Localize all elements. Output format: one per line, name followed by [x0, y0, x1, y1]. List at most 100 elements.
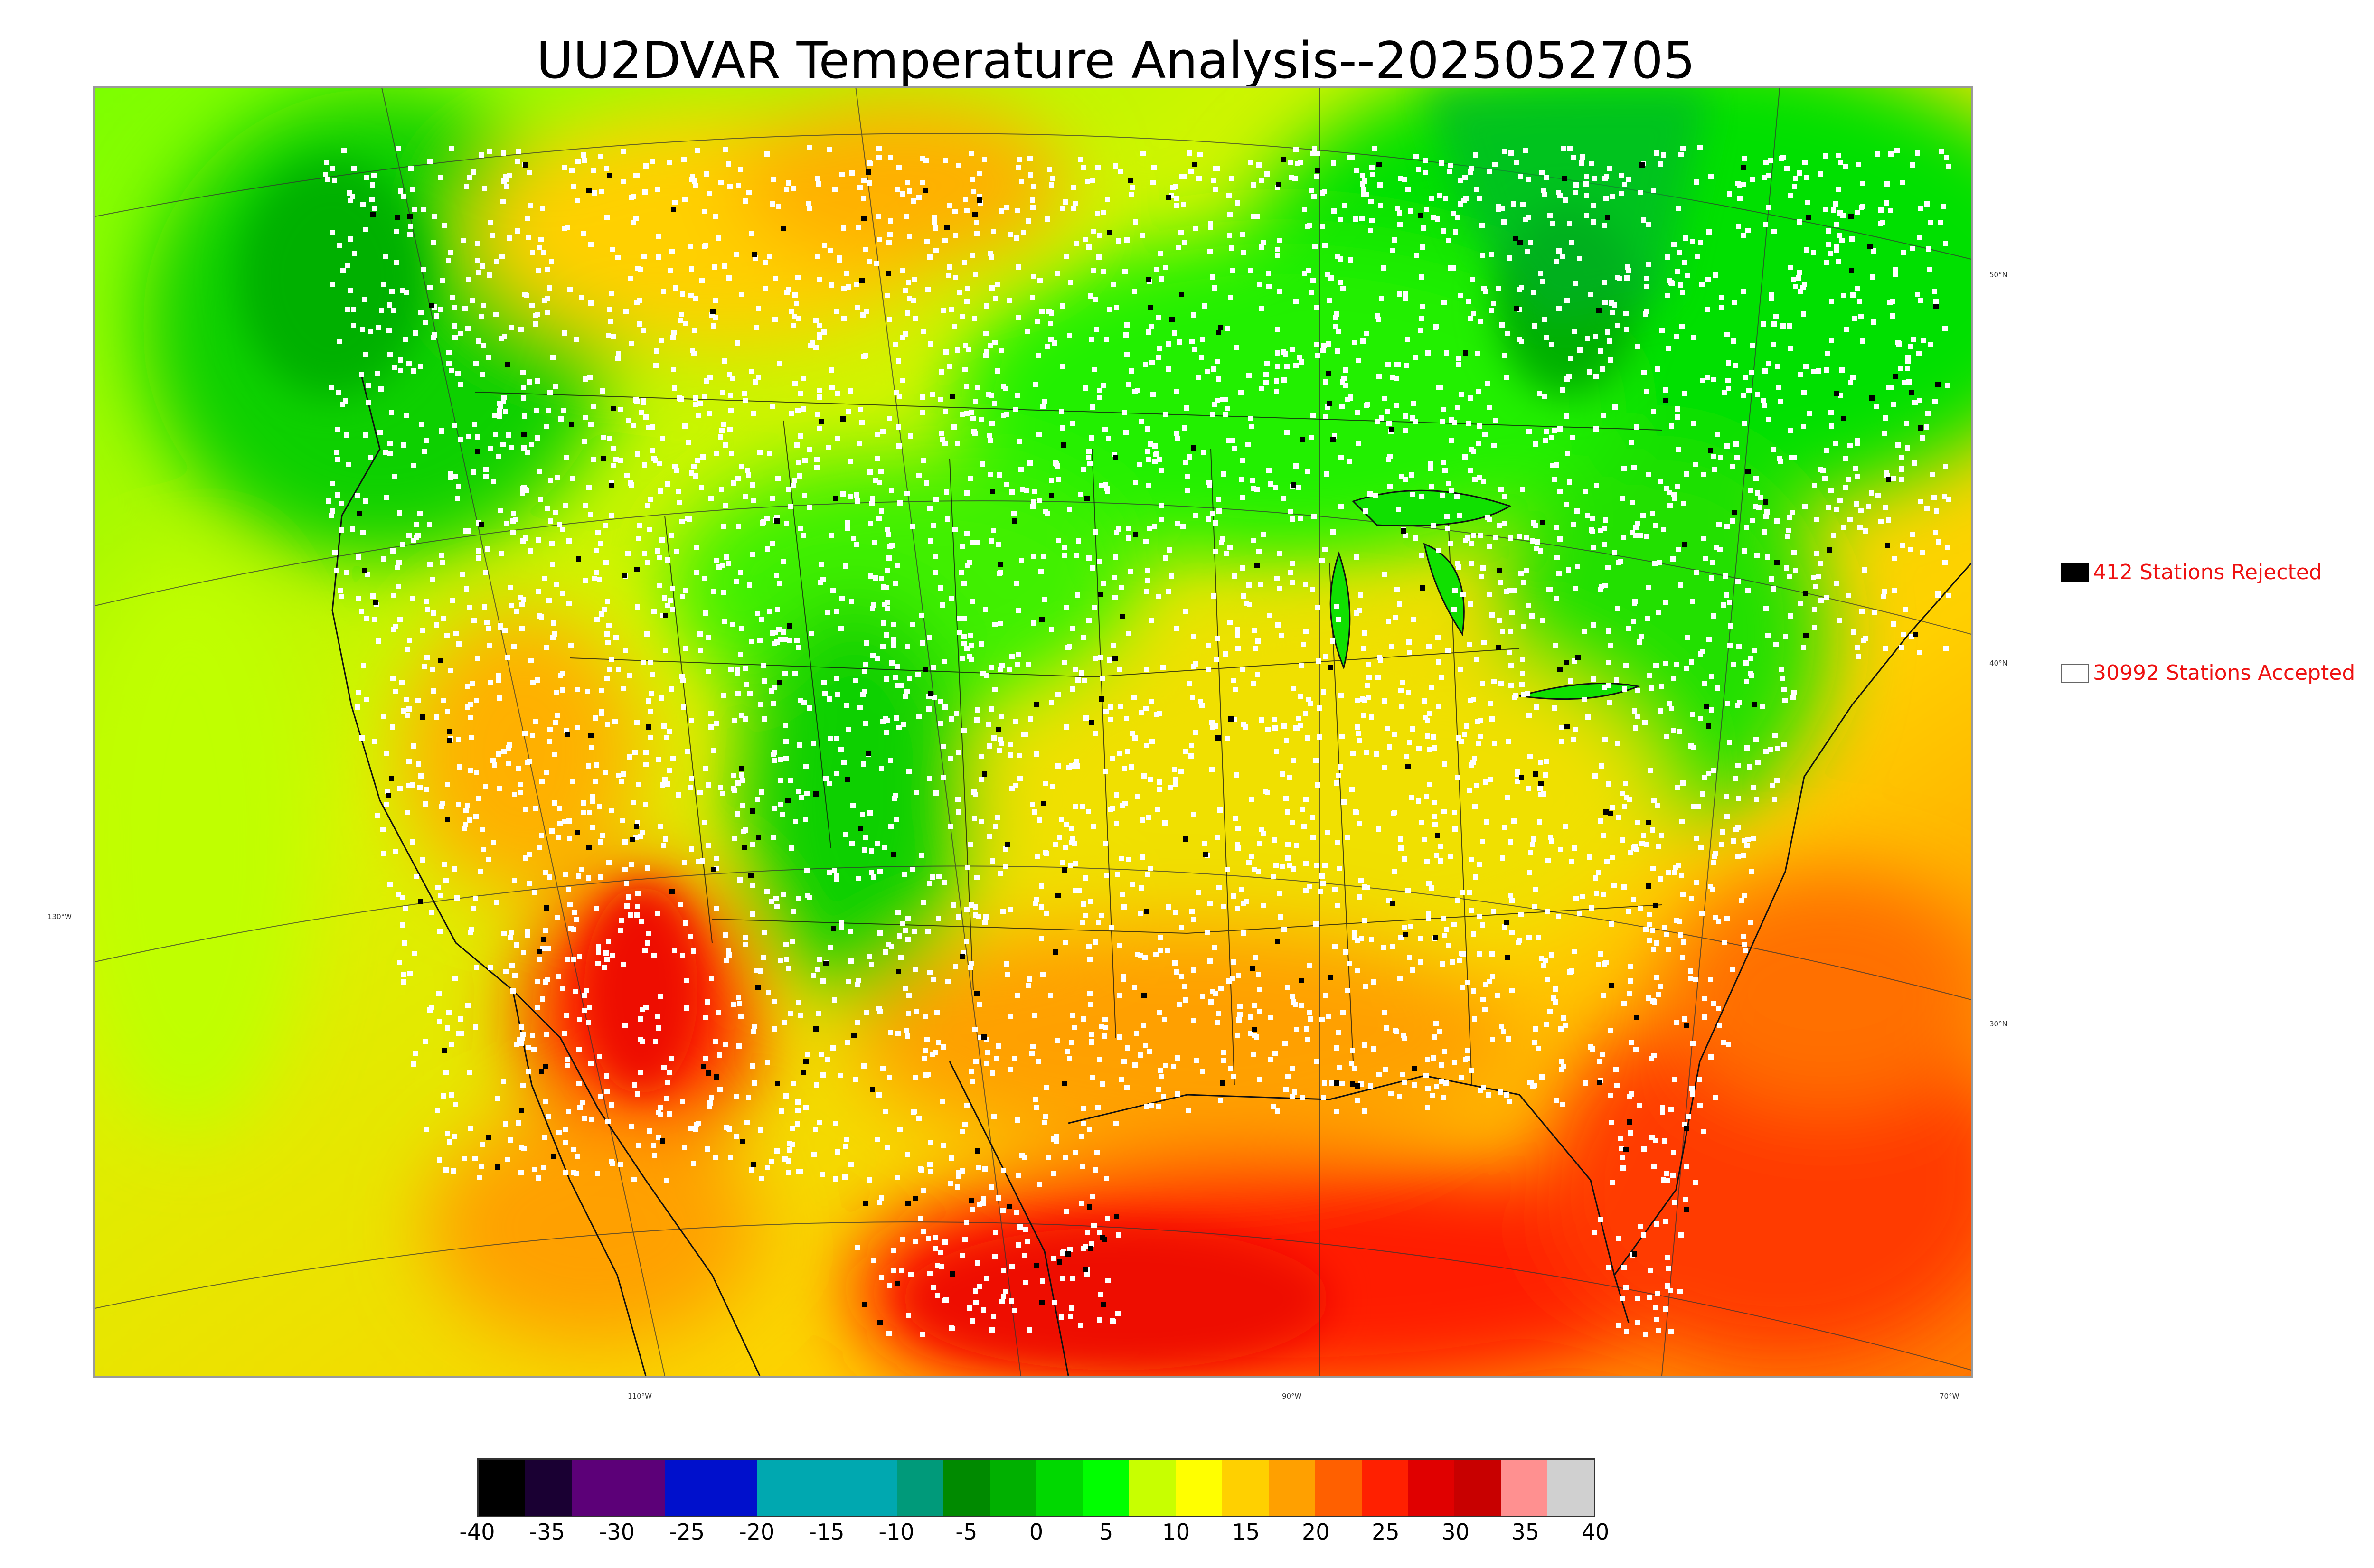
station-marker [953, 275, 958, 280]
station-marker [1393, 1028, 1398, 1033]
station-marker [789, 411, 794, 416]
station-marker [482, 186, 487, 191]
station-marker [762, 678, 767, 684]
station-marker [913, 1075, 918, 1080]
station-marker [1208, 999, 1214, 1005]
station-marker [1651, 1164, 1657, 1169]
station-marker [1101, 269, 1106, 274]
station-marker [771, 752, 776, 757]
station-marker [888, 218, 893, 224]
station-marker [1644, 276, 1649, 281]
station-marker [624, 903, 630, 909]
station-marker [566, 1109, 571, 1114]
station-marker [1564, 376, 1570, 382]
station-marker [1472, 477, 1478, 482]
station-marker [1515, 771, 1520, 777]
station-marker [829, 367, 834, 373]
station-marker [335, 492, 340, 498]
station-marker [1414, 253, 1419, 258]
station-marker [1074, 553, 1079, 558]
station-marker [1034, 897, 1039, 902]
station-marker [879, 1275, 884, 1280]
station-marker [1159, 1074, 1164, 1079]
station-marker [746, 1095, 751, 1100]
station-marker [475, 258, 480, 263]
station-marker [807, 447, 812, 452]
station-marker [789, 845, 794, 851]
station-marker [1294, 843, 1299, 848]
station-marker [1789, 455, 1794, 460]
station-marker [819, 562, 824, 567]
station-marker [714, 721, 719, 726]
station-marker [1213, 549, 1218, 554]
station-marker [556, 974, 561, 979]
station-marker [1646, 883, 1651, 889]
station-marker [1928, 342, 1933, 347]
station-marker [869, 962, 874, 967]
station-marker [476, 796, 481, 801]
station-marker [1509, 988, 1515, 993]
station-marker [1083, 875, 1088, 881]
station-marker [1631, 619, 1636, 624]
station-marker [751, 411, 756, 416]
station-marker [713, 1155, 718, 1160]
station-marker [1104, 873, 1109, 878]
station-marker [1772, 797, 1777, 802]
station-marker [501, 931, 507, 936]
station-marker [1432, 800, 1437, 805]
station-marker [1881, 594, 1886, 599]
station-marker [908, 1272, 914, 1277]
station-marker [1334, 780, 1339, 786]
station-marker [926, 694, 932, 699]
station-marker [1252, 1033, 1257, 1038]
station-marker [1039, 904, 1044, 910]
station-marker [1431, 1055, 1436, 1061]
station-marker [688, 934, 693, 939]
station-marker [1013, 783, 1018, 788]
station-marker [1223, 412, 1228, 417]
station-marker [1538, 548, 1543, 554]
station-marker [1688, 968, 1693, 974]
station-marker [1498, 487, 1504, 492]
station-marker [1052, 340, 1057, 346]
station-marker [411, 368, 416, 374]
station-marker [512, 973, 518, 978]
station-marker [846, 284, 851, 290]
station-marker [997, 571, 1002, 576]
station-marker [1511, 818, 1517, 824]
station-marker [483, 784, 488, 789]
station-marker [1004, 961, 1009, 967]
station-marker [1511, 201, 1516, 207]
station-marker [981, 1196, 986, 1201]
station-marker [1416, 746, 1422, 751]
stations-rejected [357, 157, 1941, 1325]
station-marker [607, 436, 612, 441]
station-marker [1590, 516, 1595, 521]
station-marker [564, 728, 569, 733]
station-marker [936, 874, 942, 879]
station-marker [966, 347, 971, 352]
station-marker [537, 469, 542, 474]
station-marker [960, 1168, 965, 1174]
station-marker [1175, 436, 1180, 441]
station-marker [1753, 737, 1759, 742]
station-marker [601, 435, 606, 440]
station-marker [955, 1184, 960, 1190]
station-marker [637, 523, 642, 528]
station-marker [545, 310, 550, 315]
station-marker [1293, 299, 1299, 304]
station-marker [1018, 467, 1024, 472]
station-marker [765, 1165, 770, 1170]
station-marker [670, 586, 675, 591]
station-marker [384, 802, 389, 807]
station-marker [1532, 904, 1537, 909]
station-marker [1192, 347, 1197, 352]
station-marker [1684, 471, 1689, 477]
station-marker [458, 382, 463, 387]
station-marker [1776, 385, 1781, 390]
station-marker [863, 662, 868, 667]
station-marker [668, 268, 673, 273]
station-marker [547, 390, 553, 395]
station-marker [1560, 254, 1565, 259]
station-marker [669, 249, 675, 254]
